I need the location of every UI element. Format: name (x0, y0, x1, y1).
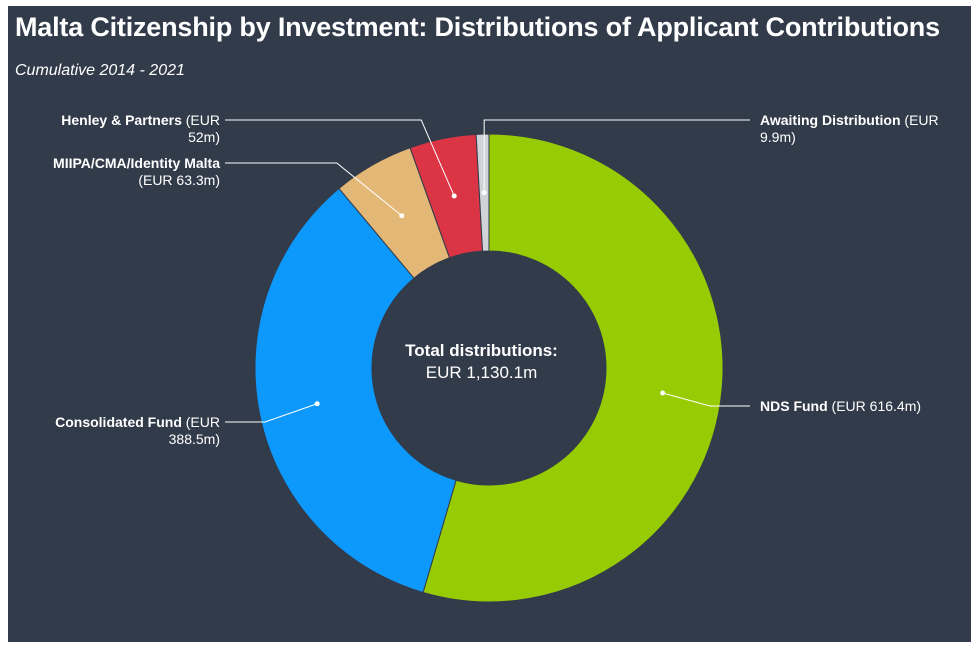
connector-awaiting-distribution (483, 119, 750, 193)
total-value: EUR 1,130.1m (425, 363, 538, 382)
label-nds-fund: NDS Fund (EUR 616.4m) (760, 398, 921, 415)
label-nds-value: (EUR 616.4m) (831, 398, 922, 414)
connector-dot-consolidated-fund (314, 401, 320, 407)
connector-nds-fund (662, 392, 750, 407)
label-consolidated-name: Consolidated Fund (55, 414, 182, 430)
connector-dot-henley-partners (451, 193, 457, 199)
label-awaiting-name: Awaiting Distribution (760, 112, 901, 128)
donut-center-label: Total distributions: EUR 1,130.1m (360, 340, 603, 384)
connector-dot-awaiting-distribution (481, 190, 487, 196)
label-consolidated-value-b: 388.5m) (168, 431, 220, 447)
label-nds-name: NDS Fund (760, 398, 828, 414)
label-awaiting-value-a: (EUR (904, 112, 939, 128)
donut-slices (254, 133, 724, 603)
label-miipa-value: (EUR 63.3m) (138, 172, 220, 188)
connector-henley-partners (225, 119, 455, 197)
label-consolidated-fund: Consolidated Fund (EUR 388.5m) (55, 414, 220, 448)
chart-title: Malta Citizenship by Investment: Distrib… (15, 12, 940, 42)
label-miipa-name: MIIPA/CMA/Identity Malta (53, 155, 220, 171)
connector-miipa-cma-identity-malta (225, 162, 403, 217)
label-consolidated-value-a: (EUR (185, 414, 220, 430)
label-connectors (225, 119, 750, 423)
slice-consolidated-fund (254, 187, 457, 594)
total-label: Total distributions: (405, 341, 558, 360)
label-henley-value-b: 52m) (188, 129, 220, 145)
connector-consolidated-fund (225, 403, 318, 423)
label-awaiting-distribution: Awaiting Distribution (EUR 9.9m) (760, 112, 939, 146)
label-henley-partners: Henley & Partners (EUR 52m) (61, 112, 220, 146)
connector-dot-miipa-cma-identity-malta (399, 213, 405, 219)
label-henley-name: Henley & Partners (61, 112, 182, 128)
slice-nds-fund (422, 133, 724, 603)
connector-dot-nds-fund (660, 390, 666, 396)
chart-subtitle: Cumulative 2014 - 2021 (15, 62, 185, 79)
label-miipa: MIIPA/CMA/Identity Malta (EUR 63.3m) (53, 155, 220, 189)
label-henley-value-a: (EUR (185, 112, 220, 128)
label-awaiting-value-b: 9.9m) (760, 129, 796, 145)
